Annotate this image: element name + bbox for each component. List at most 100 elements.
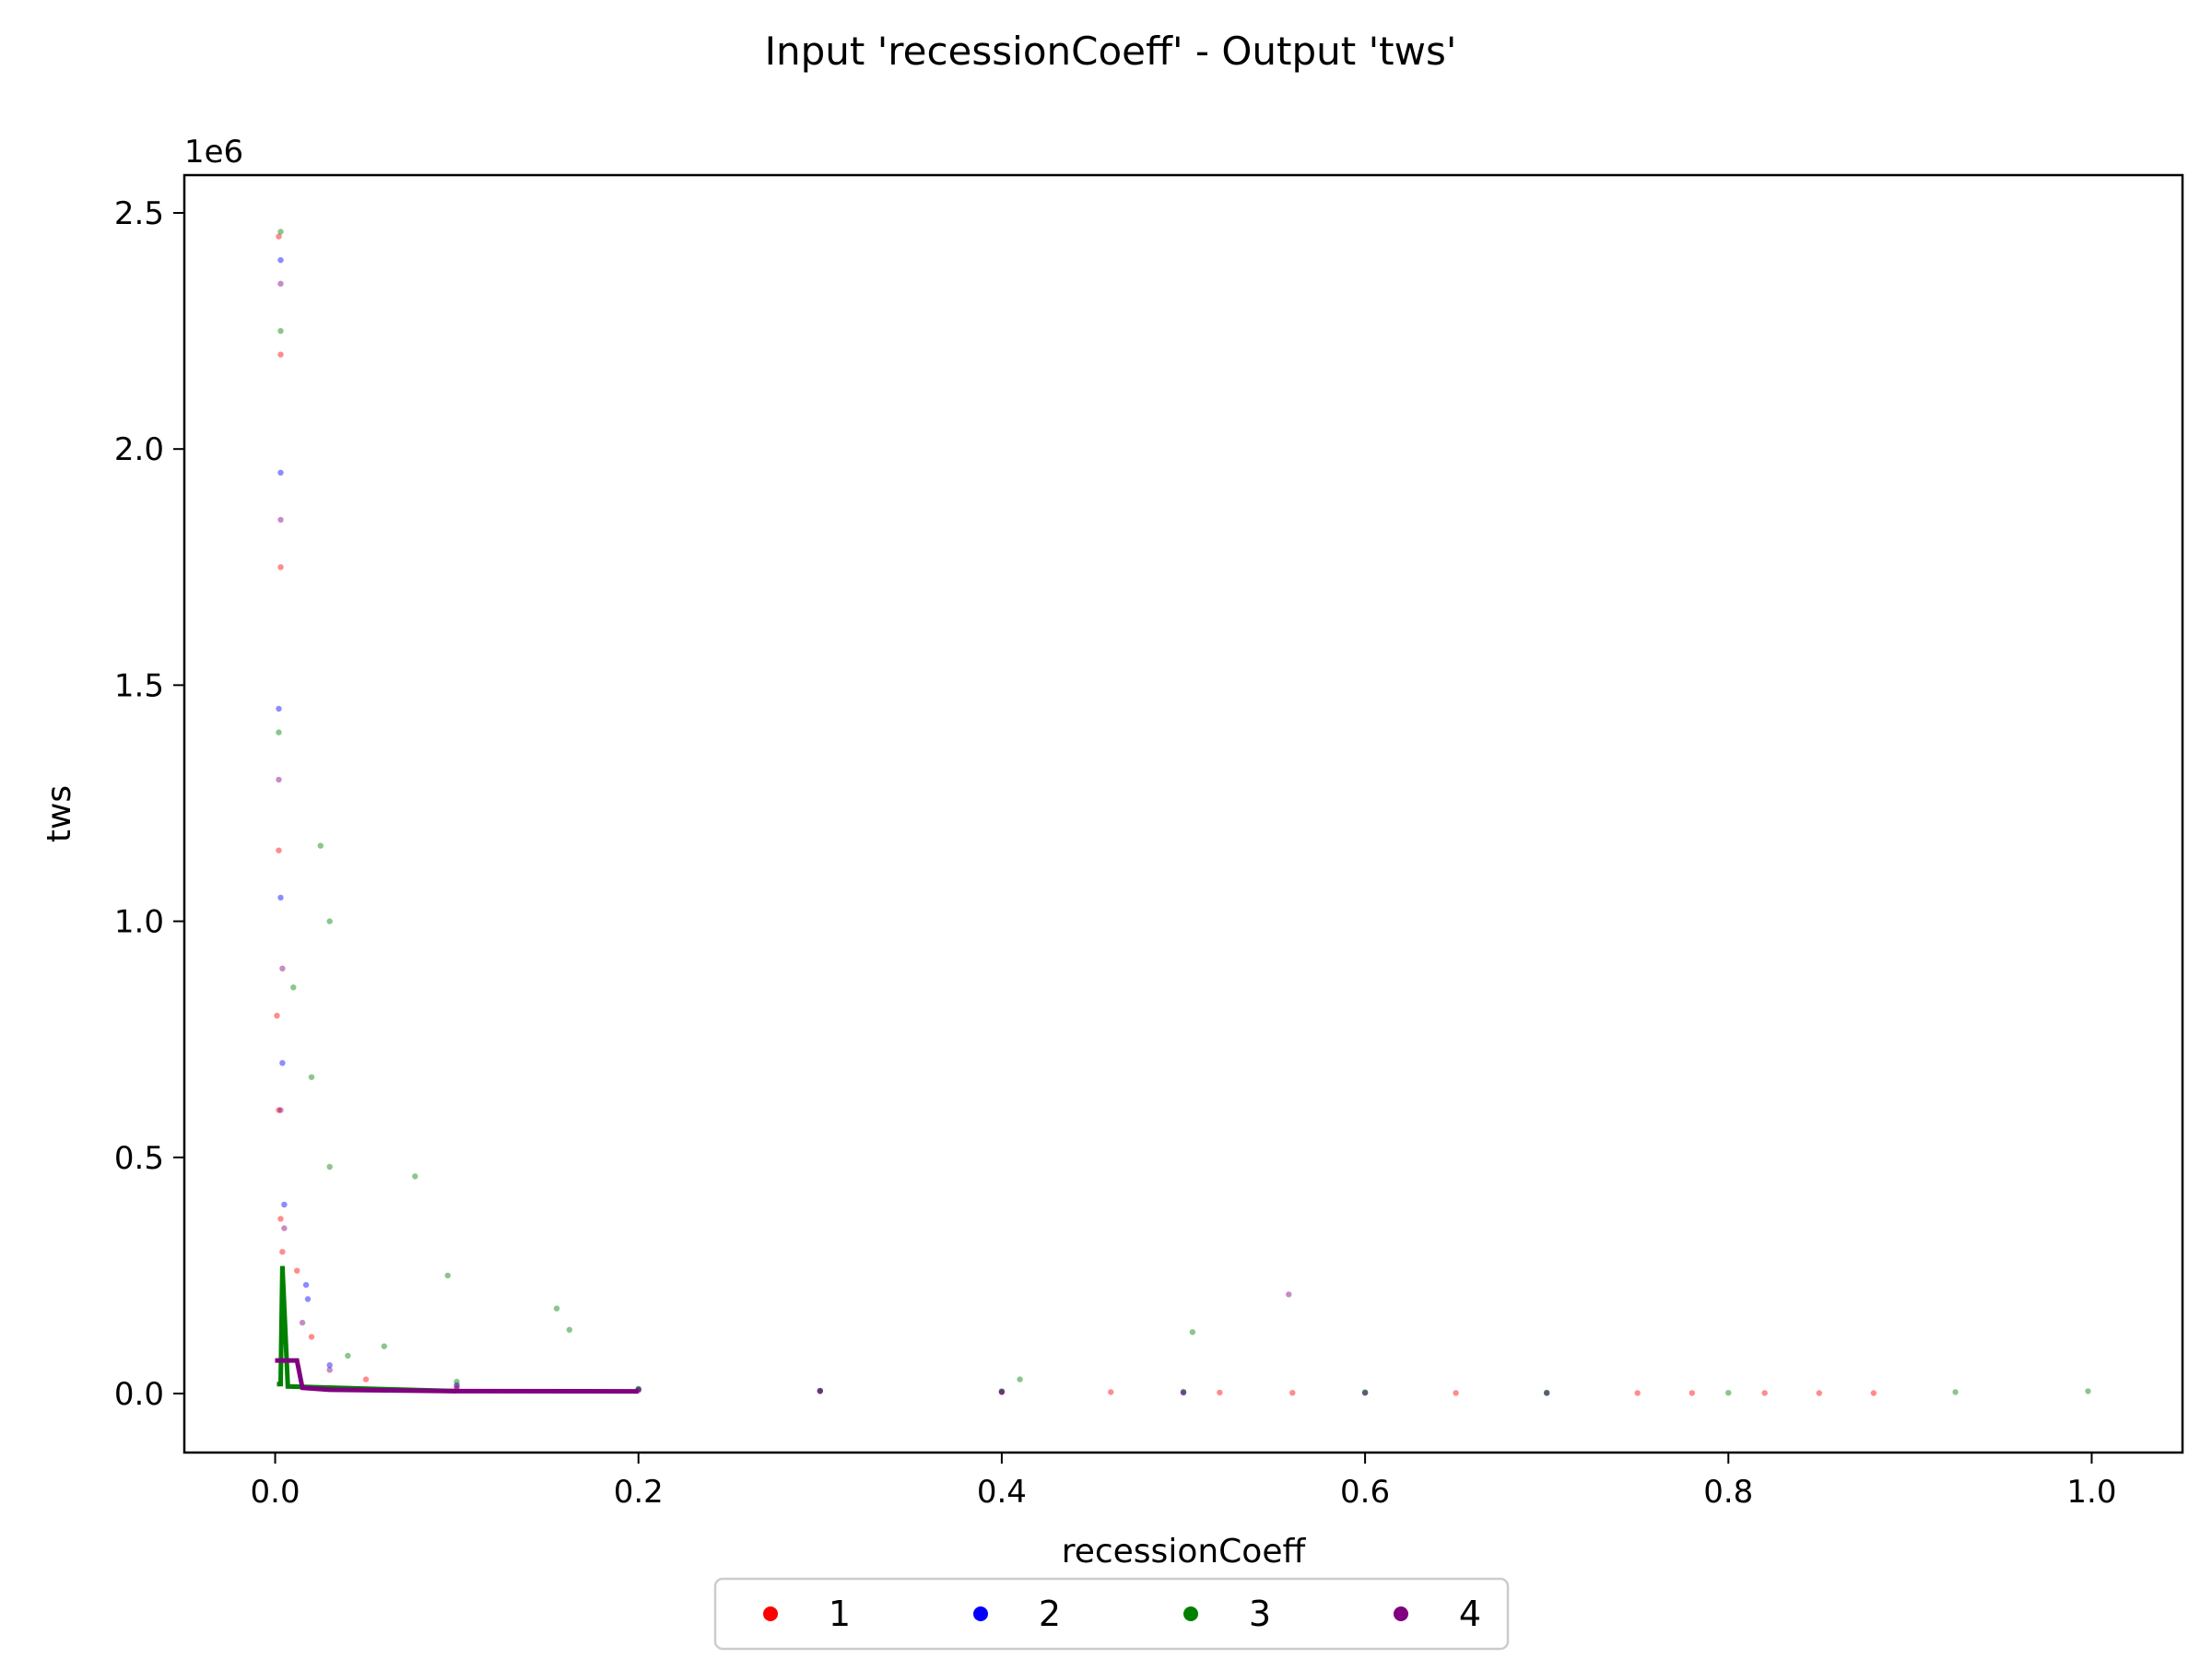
legend-frame bbox=[713, 1577, 1510, 1651]
series-4-point bbox=[299, 1319, 306, 1326]
y-tick-label: 2.0 bbox=[114, 431, 164, 468]
series-1-point bbox=[1544, 1390, 1550, 1396]
series-3-point bbox=[381, 1343, 387, 1349]
series-1-point bbox=[277, 1216, 284, 1222]
series-3-point bbox=[817, 1387, 823, 1394]
series-2-point bbox=[302, 1281, 310, 1288]
series-4-point bbox=[277, 1107, 284, 1113]
x-tick-label: 0.4 bbox=[977, 1474, 1027, 1511]
plot-frame bbox=[182, 173, 2184, 1454]
series-3-point bbox=[308, 1074, 315, 1080]
x-tick-label: 0.6 bbox=[1340, 1474, 1390, 1511]
series-4-point bbox=[281, 1225, 288, 1231]
series-4-point bbox=[1180, 1389, 1187, 1396]
legend-marker-3 bbox=[1183, 1606, 1198, 1621]
y-tick-label: 2.5 bbox=[114, 195, 164, 232]
series-3-point bbox=[998, 1388, 1006, 1394]
series-2-point bbox=[277, 469, 284, 476]
series-1-point bbox=[308, 1334, 315, 1340]
legend-marker-2 bbox=[973, 1606, 988, 1621]
series-3-point bbox=[317, 842, 324, 849]
series-3-point bbox=[1725, 1390, 1732, 1396]
series-4-point bbox=[998, 1389, 1006, 1395]
series-4-point bbox=[279, 965, 286, 972]
series-3-point bbox=[326, 918, 333, 924]
series-2-point bbox=[277, 894, 284, 901]
series-3-point bbox=[1361, 1389, 1369, 1395]
x-tick-label: 0.8 bbox=[1703, 1474, 1753, 1511]
series-1-point bbox=[1289, 1390, 1296, 1396]
series-2-point bbox=[453, 1382, 460, 1388]
series-3-point bbox=[444, 1272, 451, 1279]
series-1-point bbox=[817, 1388, 823, 1394]
series-2-point bbox=[326, 1362, 333, 1369]
series-2-point bbox=[276, 705, 282, 712]
series-3-point bbox=[277, 229, 284, 235]
series-2-point bbox=[279, 1060, 286, 1066]
y-offset-text: 1e6 bbox=[184, 134, 243, 171]
series-2-point bbox=[998, 1388, 1006, 1395]
series-2-point bbox=[304, 1296, 312, 1302]
series-1-point bbox=[277, 564, 284, 571]
series-1-point bbox=[1634, 1390, 1641, 1396]
y-tick-label: 0.0 bbox=[114, 1376, 164, 1413]
y-tick-label: 1.0 bbox=[114, 904, 164, 941]
chart-title: Input 'recessionCoeff' - Output 'tws' bbox=[765, 29, 1457, 74]
series-1-point bbox=[1816, 1390, 1823, 1396]
series-3-point bbox=[2085, 1388, 2091, 1394]
series-3-point bbox=[1180, 1388, 1187, 1395]
series-4-point bbox=[817, 1388, 823, 1394]
series-4-point bbox=[277, 280, 284, 287]
series-1-point bbox=[1761, 1390, 1768, 1396]
x-tick-label: 0.0 bbox=[251, 1474, 300, 1511]
legend-marker-4 bbox=[1394, 1606, 1408, 1621]
x-axis: 0.0 0.2 0.4 0.6 0.8 1.0 bbox=[251, 1453, 2116, 1511]
legend-label-4: 4 bbox=[1459, 1594, 1481, 1634]
series-1-point bbox=[276, 1107, 282, 1113]
series-4-point bbox=[277, 516, 284, 524]
series-3-point bbox=[1952, 1389, 1959, 1395]
series-3-point bbox=[345, 1352, 351, 1359]
y-tick-label: 0.5 bbox=[114, 1140, 164, 1177]
series-3-point bbox=[1544, 1389, 1550, 1396]
series-3-point bbox=[276, 729, 282, 735]
series-2-point bbox=[281, 1201, 288, 1208]
series-1-point bbox=[274, 1012, 280, 1019]
series-3-point bbox=[566, 1326, 572, 1334]
series-3-point bbox=[553, 1305, 560, 1312]
x-axis-label: recessionCoeff bbox=[1062, 1533, 1307, 1571]
y-axis: 0.0 0.5 1.0 1.5 2.0 2.5 bbox=[114, 195, 184, 1413]
series-3-point bbox=[290, 984, 297, 991]
legend-label-3: 3 bbox=[1249, 1594, 1271, 1634]
legend-label-2: 2 bbox=[1039, 1594, 1061, 1634]
series-1-point bbox=[276, 233, 282, 240]
series-1-point bbox=[1361, 1390, 1369, 1396]
series-2-point bbox=[1180, 1389, 1187, 1396]
x-tick-label: 1.0 bbox=[2066, 1474, 2116, 1511]
series-1-point bbox=[453, 1383, 460, 1390]
series-2-point bbox=[1361, 1390, 1369, 1396]
series-3-point bbox=[1017, 1376, 1023, 1382]
series-1-point bbox=[1108, 1389, 1114, 1395]
series-1-point bbox=[279, 1249, 286, 1255]
trend-lines-layer bbox=[275, 1265, 639, 1394]
series-1-point bbox=[1453, 1390, 1459, 1396]
series-4-trend-line bbox=[275, 1358, 639, 1394]
series-2-point bbox=[277, 257, 284, 264]
scatter-points-layer bbox=[274, 229, 2091, 1396]
legend: 1 2 3 4 bbox=[713, 1577, 1510, 1651]
legend-label-1: 1 bbox=[829, 1594, 851, 1634]
series-2-point bbox=[1544, 1390, 1550, 1396]
series-4-point bbox=[1286, 1291, 1292, 1298]
series-3-point bbox=[1189, 1329, 1196, 1335]
series-1-point bbox=[362, 1376, 370, 1382]
series-3-point bbox=[412, 1173, 418, 1180]
series-1-point bbox=[294, 1267, 300, 1274]
series-1-point bbox=[998, 1389, 1006, 1395]
series-1-point bbox=[1217, 1389, 1223, 1396]
series-3-point bbox=[326, 1163, 333, 1171]
series-3-point bbox=[277, 327, 284, 335]
series-1-point bbox=[1688, 1390, 1696, 1396]
series-2-point bbox=[817, 1387, 823, 1394]
